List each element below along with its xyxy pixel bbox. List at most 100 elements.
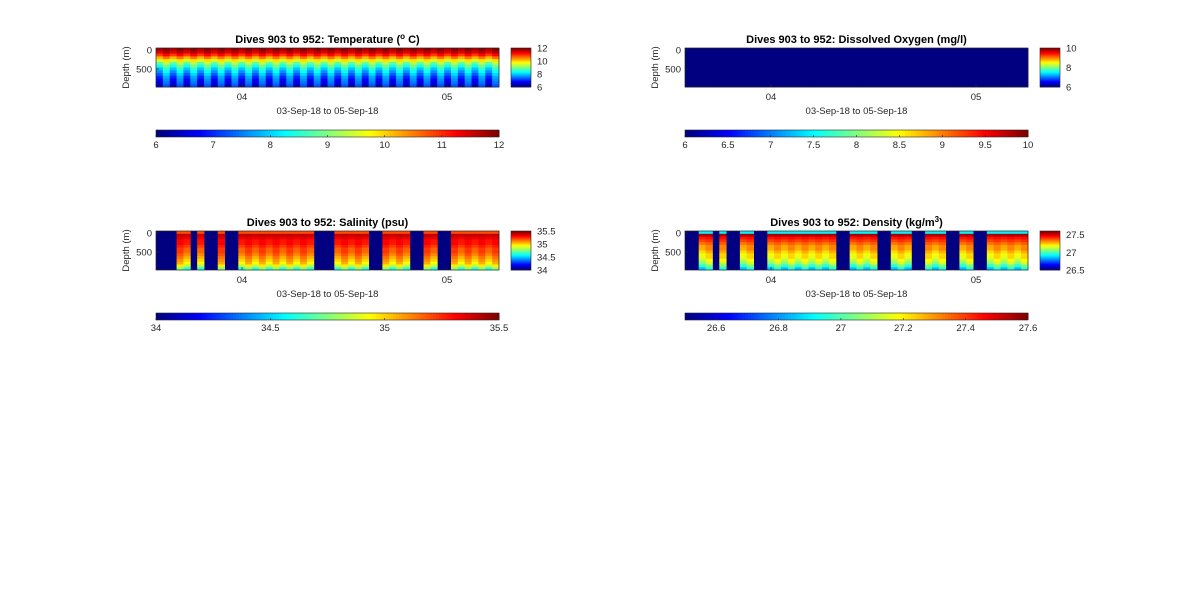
heatmap-cell bbox=[835, 81, 844, 85]
heatmap-cell bbox=[272, 64, 280, 68]
heatmap-cell bbox=[293, 233, 301, 237]
bottom-colorbar-segment bbox=[444, 313, 449, 320]
heatmap-cell bbox=[691, 64, 700, 68]
heatmap-cell bbox=[416, 84, 424, 88]
bottom-colorbar-segment bbox=[224, 130, 228, 137]
heatmap-cell bbox=[485, 48, 493, 52]
heatmap-cell bbox=[361, 261, 370, 265]
heatmap-cell bbox=[863, 244, 871, 249]
heatmap-cell bbox=[354, 258, 363, 263]
heatmap-cell bbox=[829, 250, 837, 254]
heatmap-cell bbox=[444, 81, 452, 85]
y-tick-label: 500 bbox=[665, 248, 681, 259]
heatmap-cell bbox=[361, 236, 370, 240]
bottom-colorbar-segment bbox=[762, 130, 766, 137]
bottom-colorbar-segment bbox=[481, 130, 486, 137]
bottom-colorbar-segment bbox=[950, 313, 955, 320]
heatmap-cell bbox=[204, 78, 212, 82]
bottom-colorbar-segment bbox=[987, 313, 992, 320]
bottom-colorbar-segment bbox=[310, 313, 314, 320]
heatmap-cell bbox=[375, 84, 383, 88]
heatmap-cell bbox=[382, 73, 390, 77]
heatmap-cell bbox=[863, 256, 871, 260]
heatmap-cell bbox=[938, 81, 947, 85]
heatmap-cell bbox=[739, 81, 748, 85]
heatmap-cell bbox=[993, 53, 1001, 57]
heatmap-cell bbox=[217, 70, 225, 74]
heatmap-cell bbox=[787, 258, 796, 263]
side-colorbar-segment bbox=[511, 58, 531, 61]
heatmap-cell bbox=[176, 244, 184, 249]
heatmap-cell bbox=[822, 244, 830, 249]
heatmap-cell bbox=[320, 61, 328, 66]
heatmap-cell bbox=[457, 247, 466, 251]
bottom-colorbar-segment bbox=[1025, 130, 1029, 137]
heatmap-cell bbox=[389, 267, 397, 271]
heatmap-cell bbox=[444, 53, 452, 57]
heatmap-cell bbox=[258, 256, 267, 260]
heatmap-cell bbox=[918, 81, 926, 85]
heatmap-cell bbox=[808, 247, 816, 251]
heatmap-cell bbox=[890, 50, 899, 54]
heatmap-cell bbox=[904, 48, 912, 52]
heatmap-cell bbox=[870, 84, 878, 88]
bottom-colorbar-segment bbox=[939, 313, 943, 320]
bottom-colorbar-segment bbox=[710, 130, 715, 137]
side-colorbar-segment bbox=[511, 254, 531, 256]
heatmap-cell bbox=[382, 56, 390, 60]
bottom-colorbar-label: 10 bbox=[1023, 140, 1034, 151]
heatmap-cell bbox=[382, 250, 390, 254]
heatmap-cell bbox=[760, 56, 768, 60]
heatmap-cell bbox=[176, 258, 184, 263]
heatmap-cell bbox=[348, 75, 356, 80]
heatmap-cell bbox=[952, 59, 960, 63]
heatmap-cell bbox=[787, 239, 796, 243]
bottom-colorbar-label: 26.6 bbox=[707, 323, 726, 334]
heatmap-cell bbox=[197, 231, 205, 235]
heatmap-cell bbox=[334, 231, 342, 235]
heatmap-cell bbox=[396, 239, 404, 243]
heatmap-cell bbox=[781, 73, 789, 77]
x-axis-label: 03-Sep-18 to 05-Sep-18 bbox=[277, 289, 379, 300]
side-colorbar-segment bbox=[1040, 77, 1060, 79]
heatmap-cell bbox=[733, 59, 741, 63]
heatmap-cell bbox=[691, 84, 700, 88]
heatmap-cell bbox=[945, 73, 953, 77]
heatmap-cell bbox=[210, 56, 219, 60]
heatmap-cell bbox=[781, 84, 789, 88]
heatmap-cell bbox=[265, 239, 274, 243]
plot-background bbox=[156, 231, 499, 270]
side-colorbar-segment bbox=[1040, 238, 1060, 241]
heatmap-cell bbox=[471, 253, 479, 257]
heatmap-cell bbox=[341, 250, 349, 254]
heatmap-cell bbox=[306, 50, 315, 54]
heatmap-cell bbox=[801, 231, 809, 235]
heatmap-cell bbox=[402, 264, 411, 268]
heatmap-cell bbox=[925, 264, 933, 268]
heatmap-cell bbox=[238, 53, 246, 57]
bottom-colorbar-segment bbox=[287, 313, 291, 320]
heatmap-cell bbox=[300, 53, 308, 57]
heatmap-cell bbox=[685, 50, 693, 54]
heatmap-cell bbox=[739, 239, 748, 243]
heatmap-cell bbox=[416, 64, 424, 68]
side-colorbar-segment bbox=[511, 83, 531, 85]
heatmap-cell bbox=[279, 75, 287, 80]
heatmap-cell bbox=[348, 242, 356, 246]
heatmap-cell bbox=[156, 59, 164, 63]
heatmap-cell bbox=[774, 247, 782, 251]
heatmap-cell bbox=[258, 59, 267, 63]
heatmap-cell bbox=[815, 53, 823, 57]
heatmap-cell bbox=[1000, 78, 1008, 82]
heatmap-cell bbox=[286, 250, 294, 254]
heatmap-cell bbox=[430, 242, 438, 246]
heatmap-cell bbox=[457, 67, 466, 71]
bottom-colorbar-segment bbox=[390, 313, 394, 320]
heatmap-cell bbox=[258, 250, 267, 254]
heatmap-cell bbox=[808, 84, 816, 88]
heatmap-cell bbox=[348, 61, 356, 66]
heatmap-cell bbox=[822, 53, 830, 57]
heatmap-cell bbox=[423, 67, 431, 71]
heatmap-cell bbox=[979, 70, 988, 74]
heatmap-cell bbox=[1007, 244, 1015, 249]
